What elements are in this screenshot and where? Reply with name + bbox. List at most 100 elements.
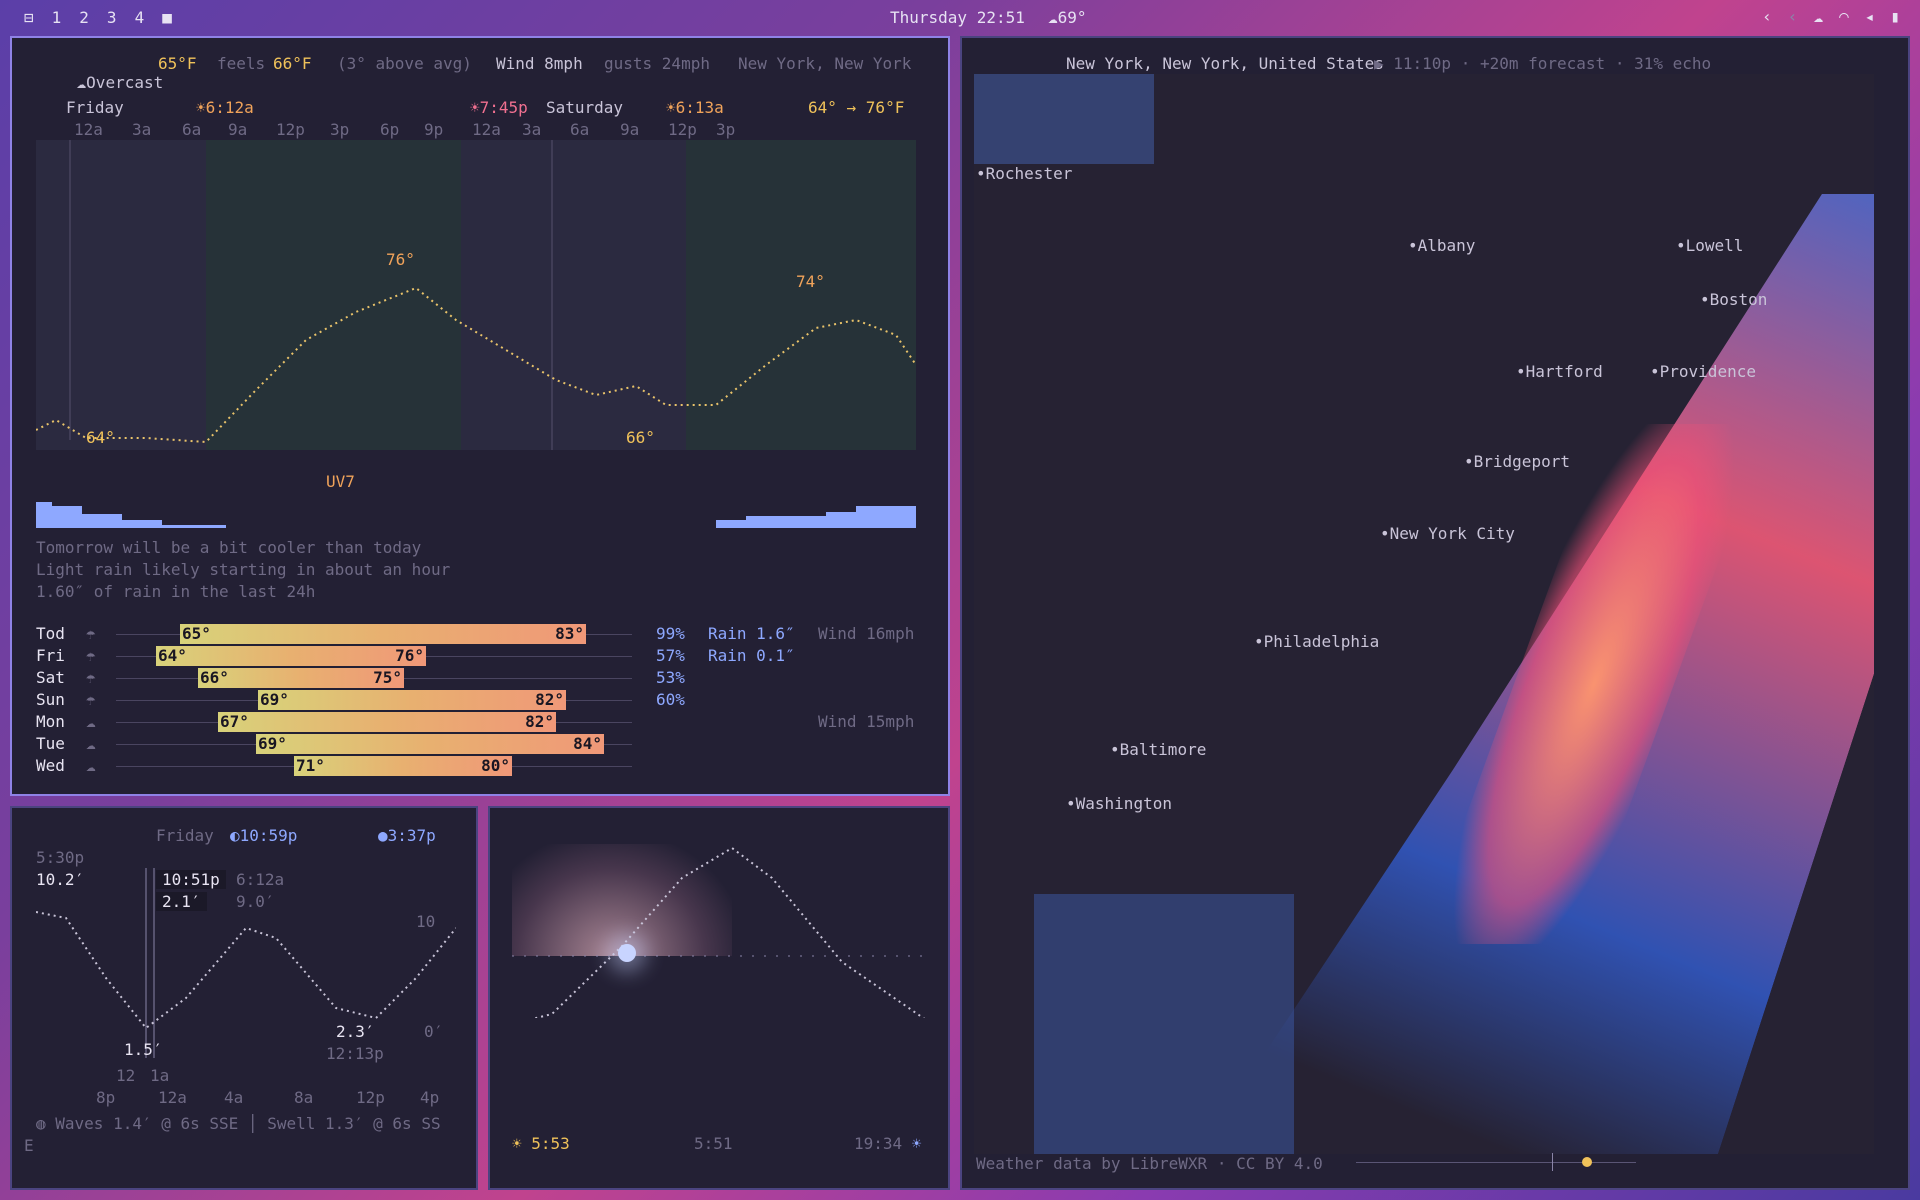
forecast-range-bar: 65° 83° <box>180 624 586 644</box>
hour-tick: 3a <box>132 120 152 139</box>
city-label[interactable]: •Bridgeport <box>1464 452 1570 471</box>
wind: Wind 8mph <box>496 54 583 73</box>
current-temp: 65°F <box>158 54 197 73</box>
chevron-left-icon[interactable]: ‹ <box>1762 7 1772 26</box>
sunrise-saturday: ☀6:13a <box>666 98 724 117</box>
forecast-precip-chance: 60% <box>656 690 685 709</box>
battery-icon[interactable]: ▮ <box>1890 7 1900 26</box>
forecast-range-bar: 66° 75° <box>198 668 404 688</box>
tide-day: Friday <box>156 826 214 845</box>
waves-info-wrap: E <box>24 1136 34 1155</box>
forecast-high: 82° <box>535 690 564 709</box>
forecast-day: Tod <box>36 624 65 643</box>
city-label[interactable]: •Philadelphia <box>1254 632 1380 651</box>
radar-timeline-slider[interactable] <box>1356 1153 1636 1171</box>
weather-indicator[interactable]: ☁69° <box>1048 8 1087 27</box>
city-label[interactable]: •Washington <box>1066 794 1172 813</box>
tide-hour-label: 4a <box>224 1088 244 1107</box>
tide-height-2: 2.1′ <box>156 892 207 911</box>
workspace-4[interactable]: 4 <box>134 7 145 27</box>
hour-tick: 12a <box>74 120 103 139</box>
tide-panel[interactable]: Friday ◐10:59p ●3:37p 5:30p 10.2′ 10:51p… <box>10 806 478 1190</box>
sun-path-chart[interactable] <box>512 838 932 1018</box>
tide-height-3: 9.0′ <box>236 892 275 911</box>
sun-panel[interactable]: ☀ 5:53 5:51 19:34 ☀ <box>488 806 950 1190</box>
sunrise-friday: ☀6:12a <box>196 98 254 117</box>
tide-hour-label: 1a <box>150 1066 170 1085</box>
city-dot-icon: • <box>976 164 986 183</box>
city-label[interactable]: •Albany <box>1408 236 1476 255</box>
tide-hour-label: 4p <box>420 1088 440 1107</box>
workspace-switcher: ⊟ 1 2 3 4 ■ <box>20 8 176 27</box>
forecast-high: 75° <box>373 668 402 687</box>
layout-icon[interactable]: ⊟ <box>24 7 34 27</box>
forecast-wind: Wind 16mph <box>818 624 915 643</box>
forecast-low: 67° <box>220 712 249 731</box>
forecast-range-bar: 64° 76° <box>156 646 426 666</box>
precip-south <box>1034 894 1294 1154</box>
tide-time-2: 10:51p <box>156 870 226 889</box>
tide-hour-label: 8a <box>294 1088 314 1107</box>
sunrise-icon: ☀ <box>512 1134 532 1153</box>
forecast-range-bar: 69° 82° <box>258 690 566 710</box>
high-saturday: 74° <box>796 272 825 291</box>
city-dot-icon: • <box>1066 794 1076 813</box>
city-dot-icon: • <box>1110 740 1120 759</box>
forecast-weather-icon: ☁ <box>86 756 96 775</box>
forecast-high: 82° <box>525 712 554 731</box>
workspace-2[interactable]: 2 <box>79 7 89 27</box>
workspace-3[interactable]: 3 <box>106 7 117 27</box>
radar-panel[interactable]: ● radar New York, New York, United State… <box>960 36 1910 1190</box>
forecast-weather-icon: ☂ <box>86 646 96 665</box>
feels-temp: 66°F <box>273 54 312 73</box>
chevron-left-dim-icon[interactable]: ‹ <box>1787 7 1798 26</box>
radar-location: New York, New York, United States <box>1066 54 1384 73</box>
hour-tick: 9a <box>228 120 248 139</box>
volume-icon[interactable]: ◂ <box>1864 7 1875 26</box>
workspace-active-icon[interactable]: ■ <box>162 7 172 27</box>
radar-map[interactable] <box>974 74 1874 1154</box>
tide-time-1: 5:30p <box>36 848 85 867</box>
location: New York, New York <box>738 54 912 73</box>
city-label[interactable]: •Boston <box>1700 290 1768 309</box>
tide-hour-label: 12 <box>116 1066 136 1085</box>
city-dot-icon: • <box>1464 452 1474 471</box>
forecast-high: 80° <box>481 756 510 775</box>
tide-hour-label: 12a <box>158 1088 187 1107</box>
high-friday: 76° <box>386 250 415 269</box>
city-label[interactable]: •Baltimore <box>1110 740 1207 759</box>
temperature-chart[interactable] <box>36 140 916 450</box>
precip-bars-left <box>36 502 226 528</box>
city-dot-icon: • <box>1516 362 1526 381</box>
tide-height-1: 10.2′ <box>36 870 85 889</box>
city-label[interactable]: •Lowell <box>1676 236 1744 255</box>
moonset: ◐10:59p <box>230 826 298 845</box>
hour-tick: 12p <box>668 120 697 139</box>
hour-tick: 12a <box>472 120 501 139</box>
low-friday: 64° <box>86 428 115 447</box>
forecast-range-bar: 67° 82° <box>218 712 556 732</box>
forecast-wind: Wind 15mph <box>818 712 915 731</box>
city-label[interactable]: •Providence <box>1650 362 1756 381</box>
city-label[interactable]: •Hartford <box>1516 362 1603 381</box>
timeline-handle[interactable] <box>1582 1157 1592 1167</box>
clock[interactable]: Thursday 22:51 <box>890 8 1025 27</box>
workspace-1[interactable]: 1 <box>51 7 62 27</box>
cloud-icon[interactable]: ☁ <box>1813 7 1824 26</box>
forecast-weather-icon: ☂ <box>86 690 96 709</box>
tide-time-3: 6:12a <box>236 870 285 889</box>
city-label[interactable]: •New York City <box>1380 524 1515 543</box>
sunrise-time: ☀ 5:53 <box>512 1134 570 1153</box>
forecast-range-bar: 69° 84° <box>256 734 604 754</box>
day-label-friday: Friday <box>66 98 124 117</box>
low-saturday: 66° <box>626 428 655 447</box>
forecast-rain: Rain 1.6″ <box>708 624 795 643</box>
feels-label: feels <box>217 54 266 73</box>
day-label-saturday: Saturday <box>546 98 624 117</box>
temp-range: 64° → 76°F <box>808 98 905 117</box>
tide-chart[interactable] <box>36 868 456 1058</box>
city-dot-icon: • <box>1676 236 1686 255</box>
wifi-icon[interactable]: ◠ <box>1839 7 1849 26</box>
city-label[interactable]: •Rochester <box>976 164 1073 183</box>
weather-panel[interactable]: ☁Overcast 65°F feels 66°F (3° above avg)… <box>10 36 950 796</box>
